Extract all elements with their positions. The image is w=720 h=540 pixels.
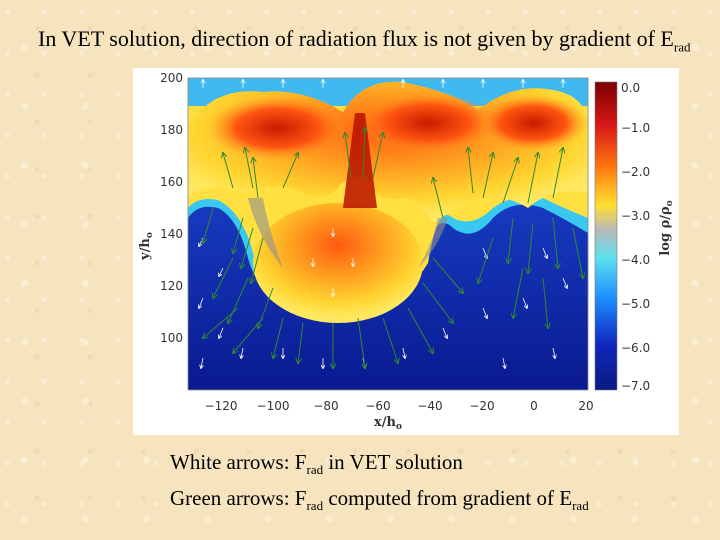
green-arrow-field: [203, 128, 583, 368]
colorbar-tick: 0.0: [621, 81, 640, 95]
x-axis-label: x/ho: [374, 415, 402, 432]
y-tick: 140: [160, 227, 183, 241]
y-axis-label: y/ho: [138, 232, 155, 261]
y-tick: 200: [160, 71, 183, 85]
slide-title: In VET solution, direction of radiation …: [38, 24, 708, 62]
x-tick: −100: [257, 399, 290, 413]
colorbar-tick: −3.0: [621, 209, 650, 223]
x-tick: −120: [205, 399, 238, 413]
y-tick: 120: [160, 279, 183, 293]
y-tick: 180: [160, 123, 183, 137]
colorbar-tick: −7.0: [621, 379, 650, 393]
colorbar-tick: −5.0: [621, 297, 650, 311]
caption-white-arrows: White arrows: Frad in VET solution: [170, 450, 463, 478]
x-tick: −80: [313, 399, 338, 413]
caption-green-arrows: Green arrows: Frad computed from gradien…: [170, 486, 589, 514]
white-arrow-field: [199, 80, 567, 368]
colorbar-tick: −4.0: [621, 253, 650, 267]
simulation-figure: 200 180 160 140 120 100 y/ho −120 −100 −…: [133, 68, 679, 435]
colorbar: 0.0 −1.0 −2.0 −3.0 −4.0 −5.0 −6.0 −7.0 l…: [594, 81, 675, 393]
y-tick: 160: [160, 175, 183, 189]
x-tick: −20: [469, 399, 494, 413]
x-tick: 0: [530, 399, 538, 413]
x-axis: −120 −100 −80 −60 −40 −20 0 20 x/ho: [205, 399, 594, 432]
density-plot: 200 180 160 140 120 100 y/ho −120 −100 −…: [138, 71, 675, 432]
figure-caption: White arrows: Frad in VET solution Green…: [170, 448, 589, 520]
colorbar-tick: −2.0: [621, 165, 650, 179]
y-tick: 100: [160, 331, 183, 345]
colorbar-label: log ρ/ρo: [658, 200, 675, 255]
plot-frame: [187, 77, 589, 391]
density-field: [188, 78, 588, 390]
x-tick: −40: [417, 399, 442, 413]
slide-title-subscript: rad: [673, 39, 691, 55]
slide-title-text: In VET solution, direction of radiation …: [38, 26, 674, 51]
colorbar-tick: −6.0: [621, 341, 650, 355]
x-tick: −60: [365, 399, 390, 413]
y-axis: 200 180 160 140 120 100 y/ho: [138, 71, 183, 345]
colorbar-tick: −1.0: [621, 121, 650, 135]
x-tick: 20: [578, 399, 593, 413]
